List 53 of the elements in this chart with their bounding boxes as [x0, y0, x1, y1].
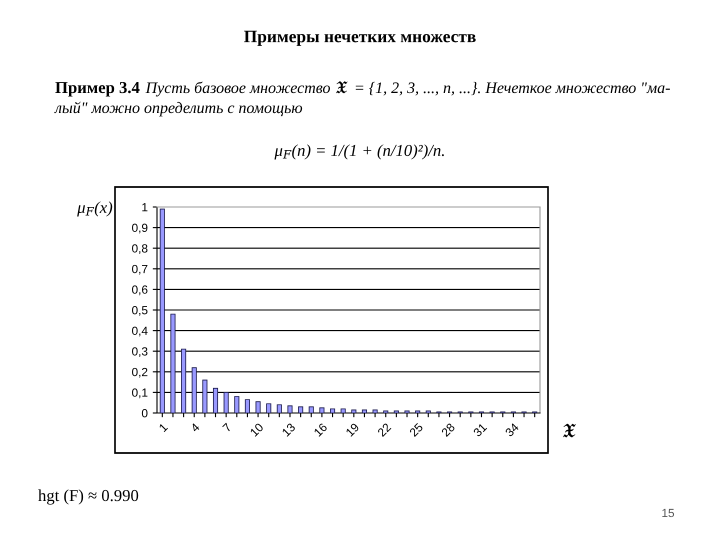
- bar: [276, 404, 282, 413]
- bar: [362, 409, 368, 413]
- y-tick-label: 0,8: [132, 244, 148, 254]
- x-tick-label: 31: [472, 422, 488, 438]
- y-tick-label: 0,4: [132, 326, 148, 336]
- x-tick-label: 28: [440, 422, 456, 438]
- bar: [330, 408, 336, 413]
- text: hgt (F) ≈ 0.990: [38, 489, 138, 505]
- bar: [298, 406, 304, 413]
- bar: [192, 367, 197, 413]
- y-tick-label: 1: [142, 203, 148, 212]
- bar: [256, 401, 261, 413]
- y-tick-label: 0,9: [132, 224, 148, 234]
- chart-title: Примеры нечетких множеств: [244, 30, 476, 46]
- bar: [266, 403, 272, 413]
- y-tick-label: 0: [142, 409, 148, 418]
- x-tick-label: 34: [504, 422, 520, 438]
- bar: [212, 388, 218, 413]
- bar: [181, 348, 186, 413]
- text: 15: [662, 508, 674, 518]
- text: Пример 3.4: [55, 82, 140, 97]
- y-tick-label: 0,7: [132, 264, 148, 275]
- bar: [351, 409, 356, 413]
- x-tick-label: 25: [409, 422, 424, 438]
- x-tick-label: 13: [282, 422, 296, 437]
- y-axis-title: μ$_{F}$(x): [77, 201, 112, 216]
- bar: [340, 408, 346, 413]
- bar: [319, 407, 324, 413]
- x-tick-label: 16: [313, 422, 328, 437]
- bar: [287, 405, 293, 413]
- bar: [170, 314, 176, 413]
- x-tick-label: 10: [250, 422, 264, 437]
- bar: [244, 399, 250, 413]
- y-tick-label: 0,3: [132, 347, 148, 357]
- text: лый" можно определить с помощью: [54, 102, 302, 116]
- y-tick-label: 0,1: [132, 388, 148, 398]
- bar: [372, 409, 378, 413]
- text: μ$_{F}$(n) = 1/(1 + (n/10)²)/n.: [274, 144, 444, 160]
- x-tick-label: 4: [190, 422, 200, 433]
- y-tick-label: 0,2: [132, 368, 148, 378]
- x-tick-label: 22: [377, 422, 392, 437]
- text: Пусть базовое множество 𝔛 = {1, 2, 3, ..., n, ...}. Нечеткое множество "ма-: [145, 81, 670, 96]
- bar: [160, 208, 165, 413]
- x-tick-label: 1: [158, 422, 168, 432]
- x-tick-label: 19: [345, 422, 360, 437]
- bar: [202, 380, 208, 413]
- bar: [224, 392, 229, 413]
- x-axis-title: 𝔛: [562, 424, 576, 438]
- x-tick-label: 7: [222, 422, 232, 432]
- y-tick-label: 0,5: [132, 306, 148, 316]
- y-tick-label: 0,6: [132, 285, 148, 296]
- bar: [234, 396, 240, 413]
- bar: [308, 406, 314, 413]
